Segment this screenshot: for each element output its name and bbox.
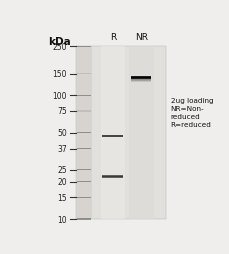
Bar: [76, 197, 91, 198]
Bar: [76, 96, 91, 97]
Bar: [102, 176, 123, 179]
Bar: [76, 219, 91, 220]
Bar: [102, 177, 123, 178]
Bar: [76, 149, 91, 150]
Text: 15: 15: [57, 193, 67, 202]
Bar: [76, 170, 91, 171]
Text: 50: 50: [57, 129, 67, 138]
Bar: [102, 135, 123, 138]
Text: 25: 25: [57, 166, 67, 175]
Bar: [76, 133, 91, 134]
Bar: [131, 76, 151, 80]
Text: 10: 10: [57, 215, 67, 224]
Bar: [76, 47, 166, 219]
Bar: [101, 47, 125, 219]
Text: 100: 100: [52, 92, 67, 101]
Text: kDa: kDa: [48, 37, 71, 47]
Text: 2ug loading
NR=Non-
reduced
R=reduced: 2ug loading NR=Non- reduced R=reduced: [171, 97, 213, 128]
Bar: [102, 136, 123, 137]
Bar: [76, 46, 91, 48]
Bar: [76, 111, 91, 112]
Text: NR: NR: [135, 33, 148, 42]
Text: 37: 37: [57, 145, 67, 154]
Text: 20: 20: [57, 178, 67, 187]
Bar: [76, 47, 166, 219]
Bar: [76, 182, 91, 183]
Bar: [76, 47, 92, 219]
Bar: [131, 81, 151, 83]
Text: 250: 250: [52, 43, 67, 52]
Text: 150: 150: [52, 70, 67, 79]
Bar: [131, 79, 151, 81]
Text: R: R: [110, 33, 116, 42]
Text: 75: 75: [57, 107, 67, 116]
Bar: [76, 74, 91, 75]
Bar: [129, 47, 154, 219]
Bar: [131, 80, 151, 82]
